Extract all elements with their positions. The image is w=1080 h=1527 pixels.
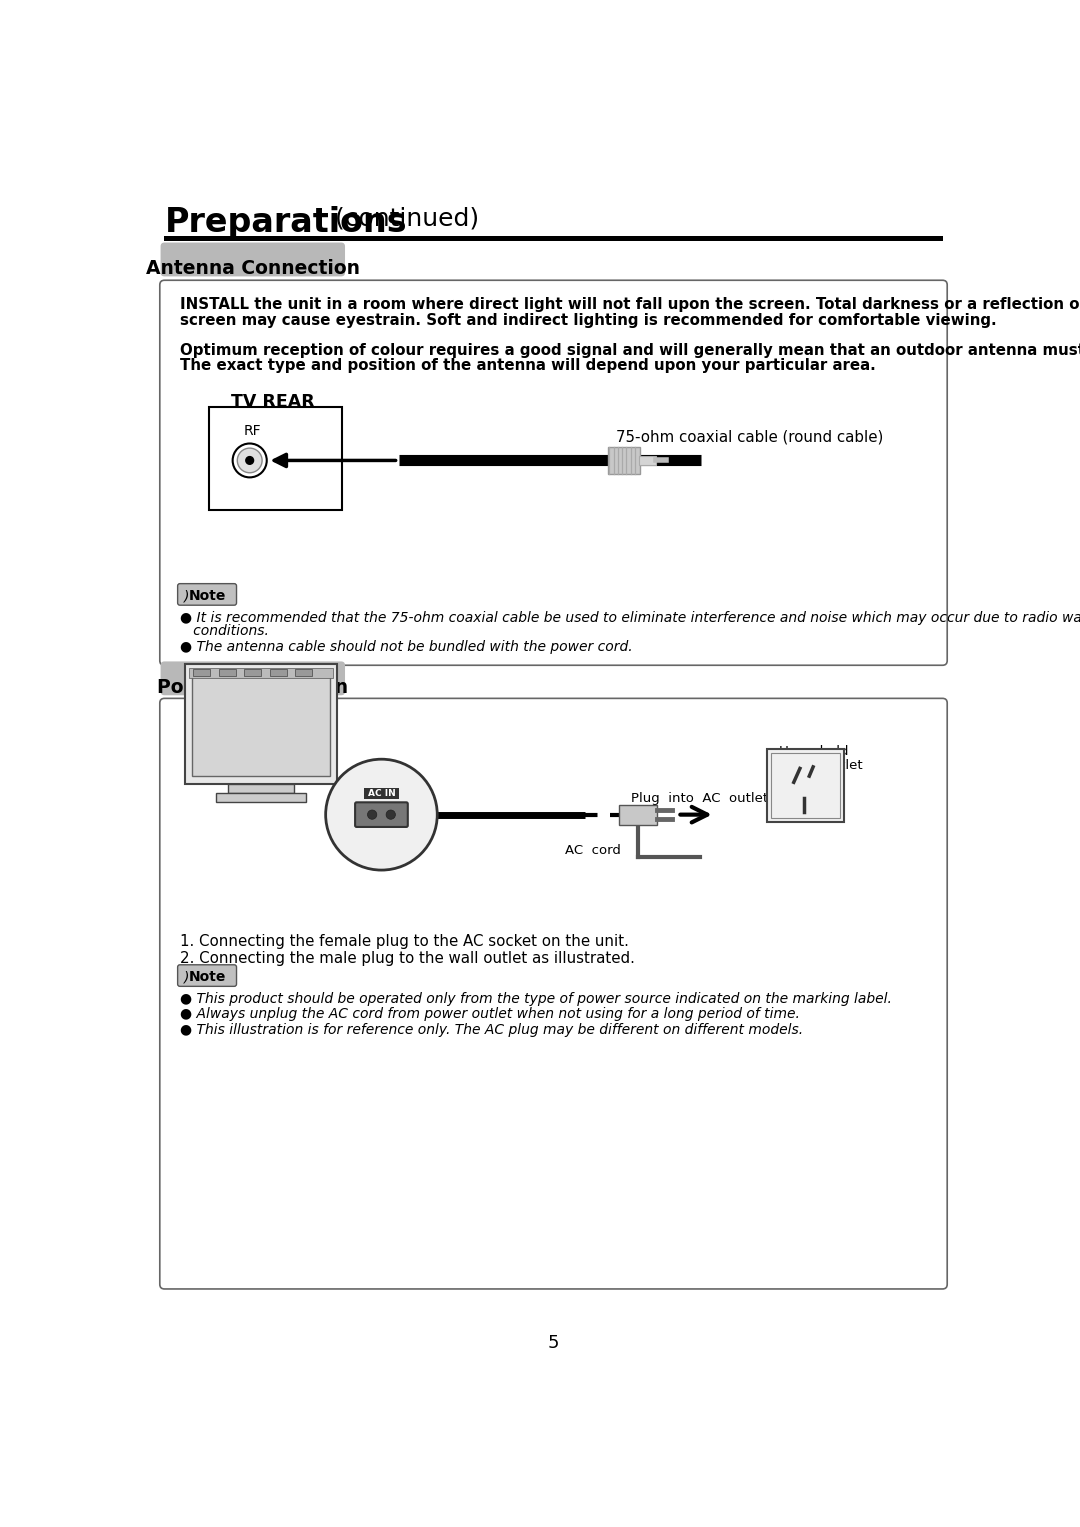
- Text: The exact type and position of the antenna will depend upon your particular area: The exact type and position of the anten…: [180, 357, 876, 373]
- FancyBboxPatch shape: [364, 788, 399, 799]
- Circle shape: [367, 809, 377, 820]
- Bar: [216, 793, 306, 802]
- Bar: [208, 406, 342, 510]
- Text: power outlet: power outlet: [779, 759, 863, 773]
- Text: ● The antenna cable should not be bundled with the power cord.: ● The antenna cable should not be bundle…: [180, 640, 633, 654]
- Text: Plug  into  AC  outlet: Plug into AC outlet: [631, 791, 768, 805]
- Text: (continued): (continued): [327, 206, 480, 231]
- Text: Power Connection: Power Connection: [158, 678, 349, 698]
- Bar: [767, 750, 845, 823]
- Bar: [619, 805, 657, 825]
- Bar: [164, 235, 943, 241]
- Text: ): ): [184, 589, 189, 603]
- FancyBboxPatch shape: [160, 698, 947, 1289]
- Text: Note: Note: [189, 970, 227, 985]
- Text: TV REAR: TV REAR: [231, 392, 315, 411]
- Bar: [608, 446, 640, 475]
- FancyBboxPatch shape: [161, 661, 345, 695]
- Circle shape: [246, 457, 254, 464]
- Circle shape: [232, 443, 267, 478]
- Text: INSTALL the unit in a room where direct light will not fall upon the screen. Tot: INSTALL the unit in a room where direct …: [180, 298, 1080, 312]
- Text: Optimum reception of colour requires a good signal and will generally mean that : Optimum reception of colour requires a g…: [180, 342, 1080, 357]
- Bar: [193, 669, 211, 676]
- FancyBboxPatch shape: [161, 243, 345, 276]
- Text: 75-ohm coaxial cable (round cable): 75-ohm coaxial cable (round cable): [616, 429, 882, 444]
- Bar: [191, 672, 330, 776]
- Text: ● This product should be operated only from the type of power source indicated o: ● This product should be operated only f…: [180, 991, 892, 1006]
- Text: Note: Note: [189, 589, 227, 603]
- Bar: [189, 667, 333, 678]
- Circle shape: [387, 809, 395, 820]
- Text: Household: Household: [779, 745, 849, 759]
- FancyBboxPatch shape: [177, 583, 237, 605]
- Text: conditions.: conditions.: [180, 625, 269, 638]
- Text: RF: RF: [243, 425, 261, 438]
- Text: ): ): [184, 970, 189, 985]
- Text: Antenna Connection: Antenna Connection: [146, 260, 360, 278]
- Text: screen may cause eyestrain. Soft and indirect lighting is recommended for comfor: screen may cause eyestrain. Soft and ind…: [180, 313, 997, 328]
- Bar: [228, 783, 294, 793]
- FancyBboxPatch shape: [355, 802, 408, 828]
- Text: 1. Connecting the female plug to the AC socket on the unit.: 1. Connecting the female plug to the AC …: [180, 935, 629, 948]
- Text: AC IN: AC IN: [367, 788, 395, 797]
- Text: ● Always unplug the AC cord from power outlet when not using for a long period o: ● Always unplug the AC cord from power o…: [180, 1008, 800, 1022]
- FancyBboxPatch shape: [177, 965, 237, 986]
- Bar: [296, 669, 312, 676]
- Text: 2. Connecting the male plug to the wall outlet as illustrated.: 2. Connecting the male plug to the wall …: [180, 951, 635, 967]
- Bar: [270, 669, 287, 676]
- Text: ● It is recommended that the 75-ohm coaxial cable be used to eliminate interfere: ● It is recommended that the 75-ohm coax…: [180, 611, 1080, 625]
- Bar: [244, 669, 261, 676]
- Text: 5: 5: [548, 1335, 559, 1353]
- Bar: [770, 753, 840, 818]
- Bar: [186, 664, 337, 783]
- Bar: [218, 669, 235, 676]
- Bar: [638, 457, 656, 466]
- FancyBboxPatch shape: [160, 281, 947, 666]
- Text: AC  cord: AC cord: [565, 844, 621, 857]
- Text: ● This illustration is for reference only. The AC plug may be different on diffe: ● This illustration is for reference onl…: [180, 1023, 804, 1037]
- Text: Preparations: Preparations: [164, 206, 407, 240]
- Circle shape: [238, 447, 262, 473]
- Circle shape: [326, 759, 437, 870]
